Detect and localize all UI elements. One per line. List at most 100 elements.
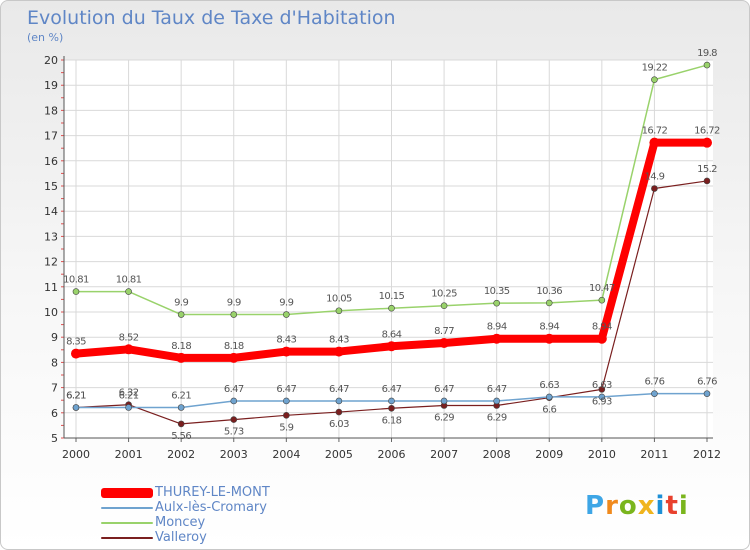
data-point [72, 288, 80, 295]
y-tick-label: 7 [51, 382, 58, 395]
data-label: 10.81 [116, 275, 142, 286]
y-tick-label: 18 [44, 104, 58, 117]
data-label: 6.93 [592, 396, 612, 407]
data-point [123, 344, 134, 355]
data-point [596, 333, 607, 344]
data-point [493, 397, 500, 405]
data-label: 6.47 [224, 384, 244, 395]
data-point [702, 137, 712, 148]
legend-item: THUREY-LE-MONT [101, 485, 270, 500]
x-tick-label: 2005 [325, 448, 353, 461]
y-tick-label: 14 [44, 205, 58, 218]
data-point [651, 390, 658, 397]
data-label: 6.03 [329, 419, 349, 430]
data-point [388, 397, 395, 405]
data-label: 8.94 [592, 322, 612, 333]
data-label: 5.9 [279, 422, 293, 433]
data-label: 6.21 [66, 391, 86, 402]
x-tick-label: 2000 [62, 448, 90, 461]
proxiti-logo: Proxiti [585, 491, 689, 521]
logo-letter: t [665, 491, 679, 521]
data-label: 10.36 [536, 286, 562, 297]
data-point [228, 352, 239, 363]
data-label: 6.6 [542, 405, 556, 416]
data-label: 8.52 [119, 332, 139, 343]
data-label: 8.43 [276, 335, 296, 346]
data-label: 6.47 [382, 384, 402, 395]
data-point [545, 299, 553, 307]
legend-label: Moncey [155, 515, 206, 530]
logo-letter: i [655, 491, 666, 521]
data-point [386, 341, 397, 352]
data-point [72, 404, 80, 411]
data-label: 16.72 [642, 126, 668, 137]
data-label: 6.63 [539, 380, 559, 391]
data-point [125, 404, 132, 411]
data-label: 10.25 [431, 289, 457, 300]
data-point [544, 333, 555, 344]
data-label: 10.15 [379, 291, 405, 302]
data-point [176, 352, 187, 363]
legend-item: Valleroy [101, 530, 270, 545]
data-point [545, 393, 553, 401]
data-label: 10.47 [589, 283, 615, 294]
data-label: 8.18 [224, 341, 244, 352]
legend-label: THUREY-LE-MONT [155, 485, 270, 500]
y-tick-label: 11 [44, 281, 58, 294]
data-point [335, 307, 343, 315]
data-point [649, 137, 660, 148]
data-label: 5.73 [224, 427, 244, 438]
data-point [651, 76, 658, 83]
y-tick-label: 8 [51, 356, 58, 369]
data-label: 16.72 [694, 126, 720, 137]
data-label: 6.47 [487, 384, 507, 395]
data-label: 14.9 [644, 172, 664, 183]
chart-subtitle: (en %) [27, 31, 64, 44]
data-point [177, 311, 185, 318]
data-point [598, 296, 606, 304]
data-point [177, 420, 185, 428]
legend-swatch [101, 521, 153, 524]
y-tick-label: 16 [44, 155, 58, 168]
y-tick-label: 19 [44, 79, 58, 92]
x-tick-label: 2001 [115, 448, 143, 461]
legend-swatch [101, 536, 153, 539]
logo-letter: i [678, 491, 689, 521]
data-label: 8.94 [487, 322, 507, 333]
data-label: 8.64 [382, 329, 402, 340]
data-label: 6.63 [592, 380, 612, 391]
data-point [440, 302, 448, 310]
data-point [283, 412, 290, 419]
data-point [651, 185, 658, 192]
y-tick-label: 5 [51, 432, 58, 445]
data-label: 10.81 [63, 275, 89, 286]
data-point [71, 348, 81, 359]
data-label: 6.76 [697, 377, 717, 388]
data-point [703, 61, 711, 69]
data-point [333, 346, 344, 357]
data-label: 6.21 [171, 391, 191, 402]
logo-letter: P [585, 491, 606, 521]
data-label: 8.18 [171, 341, 191, 352]
x-tick-label: 2012 [693, 448, 721, 461]
x-tick-label: 2004 [272, 448, 300, 461]
data-point [125, 288, 132, 295]
data-point [598, 393, 606, 401]
x-tick-label: 2007 [430, 448, 458, 461]
logo-letter: r [605, 491, 619, 521]
x-tick-label: 2002 [167, 448, 195, 461]
data-point [493, 299, 500, 307]
logo-letter: o [618, 491, 638, 521]
data-point [281, 346, 292, 357]
y-tick-label: 13 [44, 230, 58, 243]
data-label: 8.77 [434, 326, 454, 337]
y-tick-label: 10 [44, 306, 58, 319]
data-label: 15.2 [697, 164, 717, 175]
data-label: 9.9 [227, 298, 241, 309]
data-label: 6.29 [434, 412, 454, 423]
data-point [388, 404, 395, 412]
data-label: 8.43 [329, 335, 349, 346]
data-label: 6.76 [644, 377, 664, 388]
legend-label: Aulx-lès-Cromary [155, 500, 267, 515]
